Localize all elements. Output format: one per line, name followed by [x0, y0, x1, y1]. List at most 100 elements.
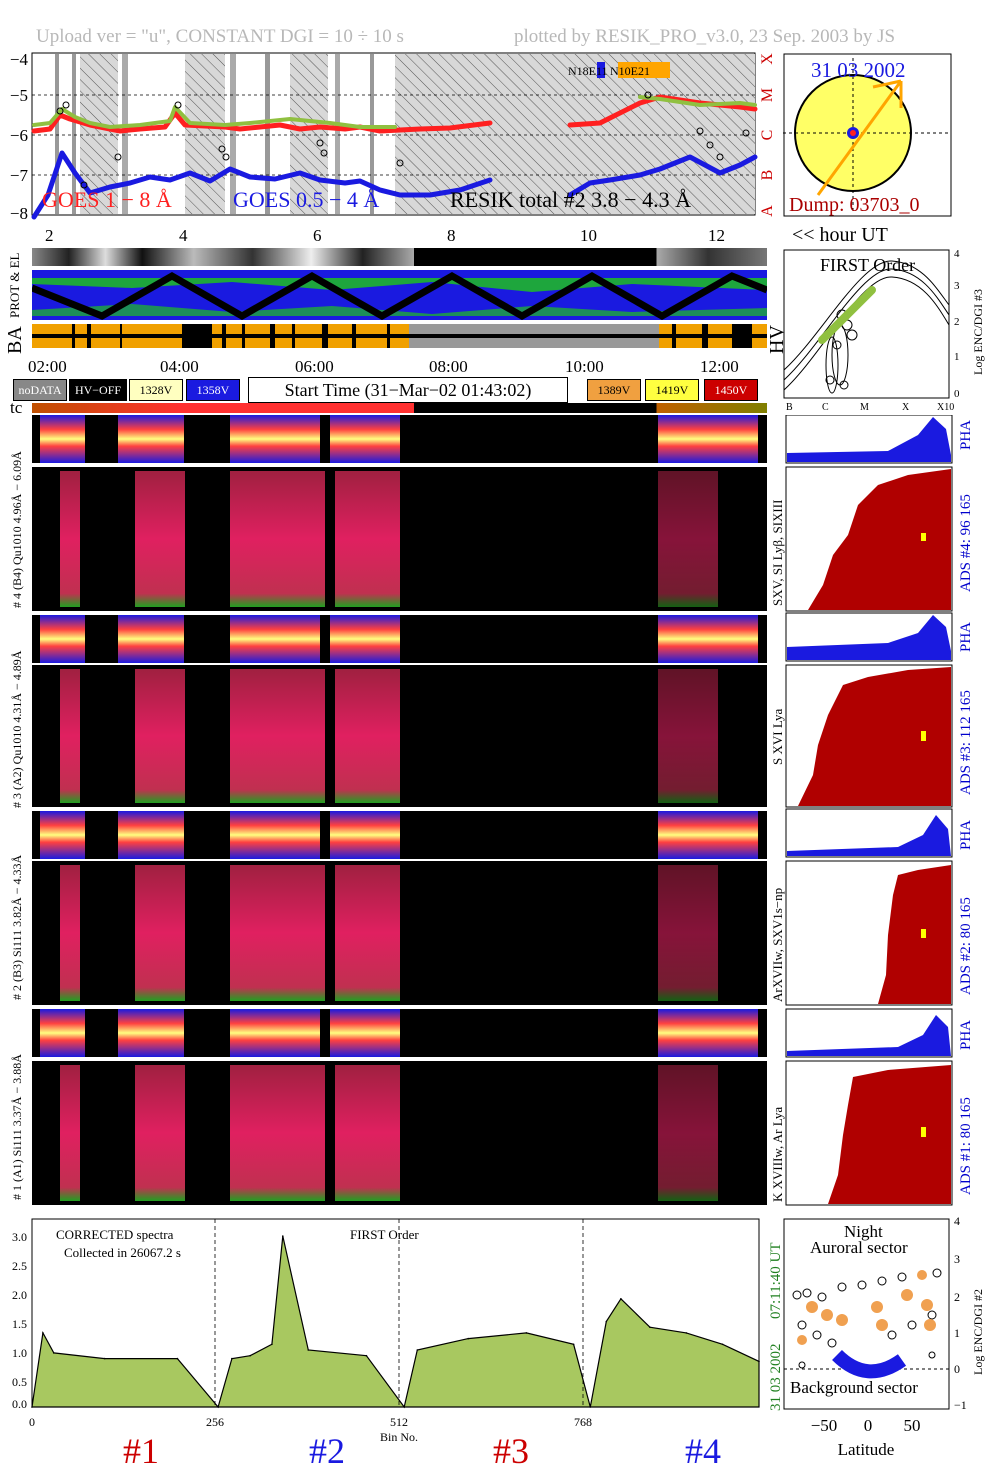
- lat-ytick: 4: [954, 1215, 960, 1228]
- ads-histograms: [785, 415, 953, 1206]
- spec-ytick: 0.5: [12, 1375, 27, 1389]
- ads-label-1: ADS #1: 80 165: [958, 1097, 974, 1195]
- resik-line: [32, 95, 757, 129]
- legend-1389v: 1389V: [587, 379, 641, 401]
- spec-xtick: 768: [574, 1415, 592, 1429]
- spec-xtick: 512: [390, 1415, 408, 1429]
- goes-ytick: −6: [10, 126, 28, 145]
- class-c: C: [759, 130, 776, 141]
- goes-plot: N18E11 N10E21 −4 −5 −6 −7 −8 X M C B A G…: [10, 50, 776, 223]
- channel-label-3: # 3 (A2) Qu1010 4.31Å − 4.89Å: [10, 650, 24, 808]
- hour-tick: 10: [580, 226, 597, 245]
- legend-1419v: 1419V: [645, 379, 699, 401]
- spec-xtick: 256: [206, 1415, 224, 1429]
- channel-id-2: #2: [309, 1431, 345, 1471]
- hour-tick: 4: [179, 226, 188, 245]
- spec-row-1: [32, 1061, 767, 1205]
- spec-ytick: 1.5: [12, 1317, 27, 1331]
- spectrum-area: [31, 1235, 760, 1409]
- channel-id-4: #4: [685, 1431, 721, 1471]
- svg-text:X: X: [902, 402, 910, 413]
- hour-tick: 2: [45, 226, 54, 245]
- svg-text:3: 3: [954, 280, 960, 292]
- spectrum-point: [103, 1357, 106, 1360]
- spec-row-3: [32, 665, 767, 807]
- goes-ytick: −5: [10, 86, 28, 105]
- first-order-title: FIRST Order: [820, 255, 915, 275]
- channel-id-3: #3: [493, 1431, 529, 1471]
- latitude-plot: Night Auroral sector Background sector −…: [783, 1215, 985, 1459]
- region-label: N18E11: [568, 64, 608, 78]
- spectrum-point: [231, 1357, 233, 1360]
- spectrum-point: [282, 1235, 284, 1237]
- spec-title: CORRECTED spectra: [56, 1227, 174, 1242]
- sun-disk-panel: 31 03 2002 Dump: 03703_0: [783, 53, 952, 217]
- lat-auroral: Auroral sector: [810, 1238, 908, 1257]
- lat-ytick: 3: [954, 1252, 960, 1266]
- spectrum-point: [620, 1298, 622, 1300]
- spectrum-point: [589, 1406, 592, 1408]
- spec-label-1: K XVIIIw, Ar Lya: [770, 1106, 785, 1202]
- time-tick: 02:00: [28, 357, 67, 376]
- lat-ytick: 1: [954, 1326, 960, 1340]
- pha-row-1: [32, 1009, 767, 1057]
- spec-collected: Collected in 26067.2 s: [64, 1245, 181, 1260]
- resik-markers: [56, 91, 750, 189]
- spec-label-2: ArXVIIw, SXV1s−np: [770, 887, 785, 1002]
- goes-short-line: [31, 150, 758, 220]
- pha-row-2: [32, 811, 767, 859]
- svg-text:2: 2: [954, 316, 960, 328]
- header-left: Upload ver = "u", CONSTANT DGI = 10 ÷ 10…: [36, 26, 404, 47]
- prot-el-label: PROT & EL: [7, 252, 22, 319]
- pha-label-2: PHA: [958, 819, 974, 850]
- spectrum-point: [758, 1360, 760, 1363]
- spectrum-point: [525, 1332, 528, 1334]
- svg-text:1: 1: [954, 351, 960, 363]
- class-m: M: [759, 88, 776, 102]
- spectrum-plot: 3.0 2.5 2.0 1.5 1.0 0.5 0.0 0 256 512 76…: [12, 1218, 784, 1471]
- lat-ytick: 0: [954, 1362, 960, 1376]
- pha-row-3: [32, 615, 767, 663]
- spectrum-point: [403, 1406, 406, 1408]
- spectrum-point: [467, 1337, 470, 1340]
- pha-label-4: PHA: [958, 419, 974, 450]
- pha-row-4: [32, 415, 767, 463]
- svg-text:C: C: [822, 402, 829, 413]
- time-tick: 10:00: [565, 357, 604, 376]
- spec-row-2: [32, 861, 767, 1005]
- first-order-ylabel: Log ENC/DGI #3: [971, 289, 985, 375]
- legend-hvoff: HV−OFF: [69, 379, 127, 401]
- goes-ytick: −4: [10, 50, 29, 69]
- legend-goes-short: GOES 0.5 − 4 Å: [233, 187, 379, 212]
- spec-ytick: 1.0: [12, 1346, 27, 1360]
- spectrum-point: [176, 1357, 179, 1360]
- channel-label-2: # 2 (B3) Si111 3.82Å − 4.33Å: [10, 854, 24, 1000]
- ba-label: BA: [4, 326, 26, 354]
- spectrum-point: [217, 1406, 219, 1408]
- legend-1358v: 1358V: [186, 379, 240, 401]
- lat-xtick: −50: [811, 1416, 838, 1435]
- region-label-2: N10E21: [610, 64, 650, 78]
- spectrum-series: [31, 1235, 760, 1409]
- goes-ytick: −7: [10, 166, 29, 185]
- spec-row-4: [32, 467, 767, 611]
- time-tick: 12:00: [700, 357, 739, 376]
- spec-label-3: S XVI Lya: [770, 708, 785, 765]
- spectrum-point: [416, 1349, 419, 1351]
- svg-text:0: 0: [954, 388, 960, 400]
- goes-ytick: −8: [10, 204, 28, 223]
- channel-label-4: # 4 (B4) Qu1010 4.96Å − 6.09Å: [10, 451, 24, 608]
- hour-tick: 12: [708, 226, 725, 245]
- spectrum-point: [31, 1406, 33, 1408]
- legend-1328v: 1328V: [129, 379, 183, 401]
- class-b: B: [759, 170, 776, 181]
- time-tick: 06:00: [295, 357, 334, 376]
- spectrum-point: [249, 1354, 251, 1357]
- spectrum-point: [685, 1332, 688, 1334]
- legend-nodata: noDATA: [13, 379, 67, 401]
- lat-ytick: −1: [954, 1398, 967, 1412]
- sun-date: 31 03 2002: [811, 58, 906, 82]
- time-tick: 04:00: [160, 357, 199, 376]
- spec-label-4: SXV, SI Lyβ, SIXIII: [770, 499, 785, 606]
- class-x: X: [759, 53, 776, 65]
